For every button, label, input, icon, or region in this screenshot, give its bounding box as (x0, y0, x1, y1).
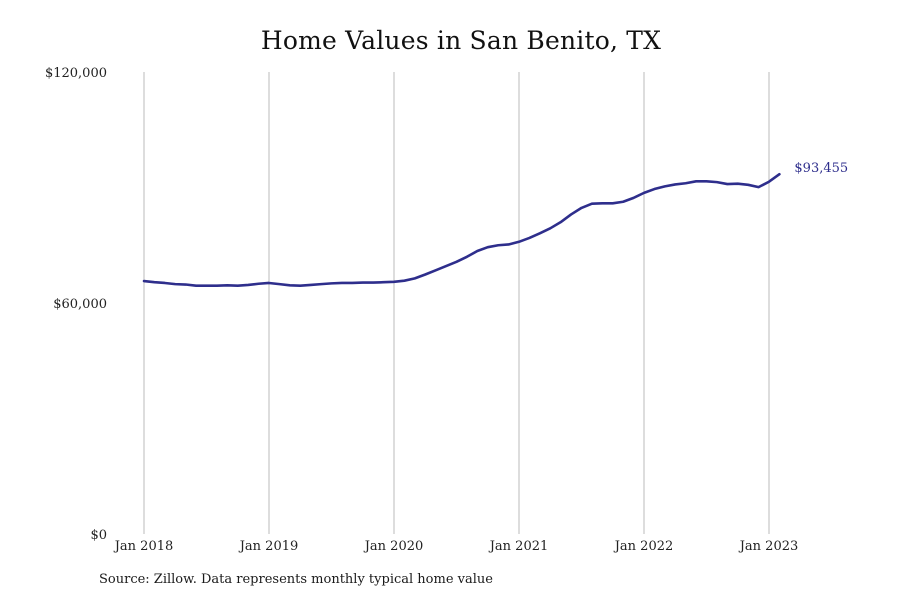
y-tick-label: $60,000 (53, 297, 107, 312)
y-tick-label: $0 (90, 528, 107, 543)
series-layer (142, 172, 781, 287)
gridlines (143, 72, 770, 534)
chart-title: Home Values in San Benito, TX (260, 26, 662, 55)
y-axis-ticks: $0 $60,000 $120,000 (45, 66, 107, 543)
series-line (142, 172, 781, 287)
x-tick-label: Jan 2018 (113, 539, 174, 554)
x-tick-label: Jan 2019 (238, 539, 299, 554)
x-tick-label: Jan 2020 (363, 539, 424, 554)
x-tick-label: Jan 2023 (738, 539, 799, 554)
source-note: Source: Zillow. Data represents monthly … (99, 572, 493, 587)
x-axis-ticks: Jan 2018 Jan 2019 Jan 2020 Jan 2021 Jan 2022… (113, 539, 799, 554)
x-tick-label: Jan 2022 (613, 539, 674, 554)
data-labels: $93,455 (794, 161, 848, 176)
end-value-label: $93,455 (794, 161, 848, 176)
y-tick-label: $120,000 (45, 66, 107, 81)
x-tick-label: Jan 2021 (488, 539, 549, 554)
